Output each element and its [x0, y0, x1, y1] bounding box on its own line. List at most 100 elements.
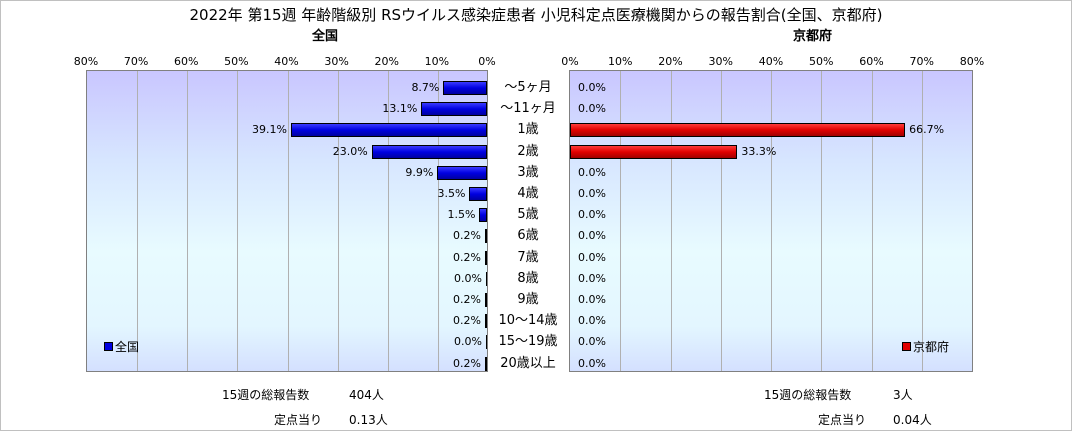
- right-legend: 京都府: [902, 338, 949, 355]
- left-legend-label: 全国: [115, 340, 140, 354]
- data-label-kyoto: 0.0%: [578, 81, 606, 94]
- category-label: 4歳: [517, 186, 539, 201]
- data-label-zenkoku: 0.0%: [454, 335, 482, 349]
- right-gridline: [720, 71, 722, 371]
- left-axis-tick: 70%: [123, 55, 149, 68]
- category-label: ～11ヶ月: [500, 101, 556, 117]
- bar-zenkoku: [485, 314, 487, 329]
- bar-zenkoku: [485, 250, 487, 265]
- left-legend-swatch: [104, 342, 113, 351]
- data-label-kyoto: 0.0%: [578, 165, 606, 179]
- category-label: ～5ヶ月: [504, 80, 552, 95]
- data-label-kyoto: 0.0%: [578, 293, 606, 306]
- bar-zenkoku: [479, 208, 487, 223]
- bar-zenkoku: [485, 293, 487, 307]
- left-gridline: [237, 71, 239, 371]
- data-label-kyoto: 0.0%: [578, 208, 606, 222]
- bar-zenkoku: [469, 187, 487, 201]
- bar-zenkoku: [291, 123, 487, 138]
- bar-zenkoku: [486, 271, 487, 286]
- right-axis-tick: 10%: [608, 55, 633, 68]
- category-label: 10～14歳: [498, 313, 558, 329]
- left-gridline: [437, 71, 439, 371]
- data-label-zenkoku: 1.5%: [447, 208, 476, 222]
- right-legend-swatch: [902, 342, 911, 351]
- data-label-kyoto: 0.0%: [578, 229, 606, 243]
- left-per-value: 0.13人: [349, 413, 388, 427]
- left-gridline: [387, 71, 389, 371]
- data-label-zenkoku: 0.0%: [454, 271, 482, 285]
- data-label-zenkoku: 0.2%: [453, 356, 481, 370]
- left-axis-tick: 50%: [224, 55, 249, 68]
- data-label-zenkoku: 0.2%: [453, 314, 481, 328]
- data-label-zenkoku: 23.0%: [332, 144, 368, 158]
- data-label-zenkoku: 0.2%: [453, 293, 481, 306]
- left-total-label: 15週の総報告数: [222, 388, 310, 402]
- data-label-zenkoku: 0.2%: [453, 250, 481, 264]
- bar-kyoto: [570, 123, 906, 138]
- right-per-label: 定点当り: [818, 413, 867, 427]
- left-axis-tick: 30%: [324, 55, 349, 68]
- left-per-label: 定点当り: [274, 413, 323, 427]
- data-label-zenkoku: 9.9%: [405, 165, 434, 179]
- right-axis-tick: 70%: [909, 55, 934, 68]
- right-total-label: 15週の総報告数: [764, 388, 852, 402]
- right-axis-tick: 30%: [708, 55, 733, 68]
- category-label: 6歳: [517, 228, 539, 244]
- left-plot-area: [86, 70, 488, 372]
- left-total-value: 404人: [349, 388, 384, 402]
- data-label-kyoto: 33.3%: [741, 144, 777, 158]
- bar-zenkoku: [437, 165, 487, 180]
- data-label-zenkoku: 39.1%: [252, 123, 287, 137]
- bar-zenkoku: [371, 144, 487, 159]
- right-axis-tick: 80%: [959, 55, 985, 68]
- left-axis-tick: 10%: [424, 55, 450, 68]
- left-subtitle: 全国: [312, 29, 339, 44]
- category-label: 15～19歳: [498, 334, 558, 350]
- bar-kyoto: [570, 144, 738, 159]
- data-label-kyoto: 0.0%: [578, 102, 606, 116]
- category-label: 5歳: [517, 207, 539, 223]
- data-label-kyoto: 66.7%: [909, 123, 945, 137]
- right-plot-area: [569, 70, 973, 372]
- right-gridline: [670, 71, 672, 371]
- chart-title: 2022年 第15週 年齢階級別 RSウイルス感染症患者 小児科定点医療機関から…: [189, 6, 883, 24]
- data-label-zenkoku: 8.7%: [411, 81, 440, 94]
- bar-zenkoku: [443, 81, 487, 95]
- right-axis-tick: 20%: [658, 55, 683, 68]
- right-gridline: [921, 71, 923, 371]
- data-label-zenkoku: 13.1%: [382, 102, 418, 116]
- data-label-kyoto: 0.0%: [578, 335, 606, 349]
- bar-zenkoku: [485, 356, 487, 371]
- data-label-kyoto: 0.0%: [578, 314, 606, 328]
- right-per-value: 0.04人: [893, 413, 932, 427]
- right-axis-tick: 0%: [561, 55, 579, 68]
- category-label: 8歳: [517, 270, 539, 286]
- right-gridline: [620, 71, 622, 371]
- left-gridline: [337, 71, 339, 371]
- left-axis-tick: 20%: [374, 55, 399, 68]
- right-gridline: [871, 71, 873, 371]
- left-gridline: [187, 71, 189, 371]
- left-axis-tick: 40%: [274, 55, 299, 68]
- right-subtitle: 京都府: [793, 29, 833, 44]
- left-legend: 全国: [104, 338, 139, 355]
- bar-zenkoku: [421, 102, 487, 117]
- category-label: 2歳: [517, 143, 539, 159]
- bar-zenkoku: [486, 335, 487, 350]
- category-label: 1歳: [517, 122, 539, 138]
- data-label-zenkoku: 0.2%: [453, 229, 481, 243]
- right-gridline: [771, 71, 772, 371]
- right-total-value: 3人: [893, 388, 913, 402]
- right-gridline: [821, 71, 823, 371]
- left-axis-tick: 80%: [73, 55, 99, 68]
- data-label-kyoto: 0.0%: [578, 271, 606, 285]
- data-label-zenkoku: 3.5%: [437, 187, 466, 200]
- category-label: 9歳: [517, 292, 539, 307]
- right-axis-tick: 50%: [809, 55, 834, 68]
- category-label: 7歳: [517, 249, 539, 265]
- left-axis-tick: 60%: [174, 55, 199, 68]
- left-gridline: [287, 71, 289, 371]
- bar-zenkoku: [485, 229, 487, 244]
- right-legend-label: 京都府: [913, 340, 950, 354]
